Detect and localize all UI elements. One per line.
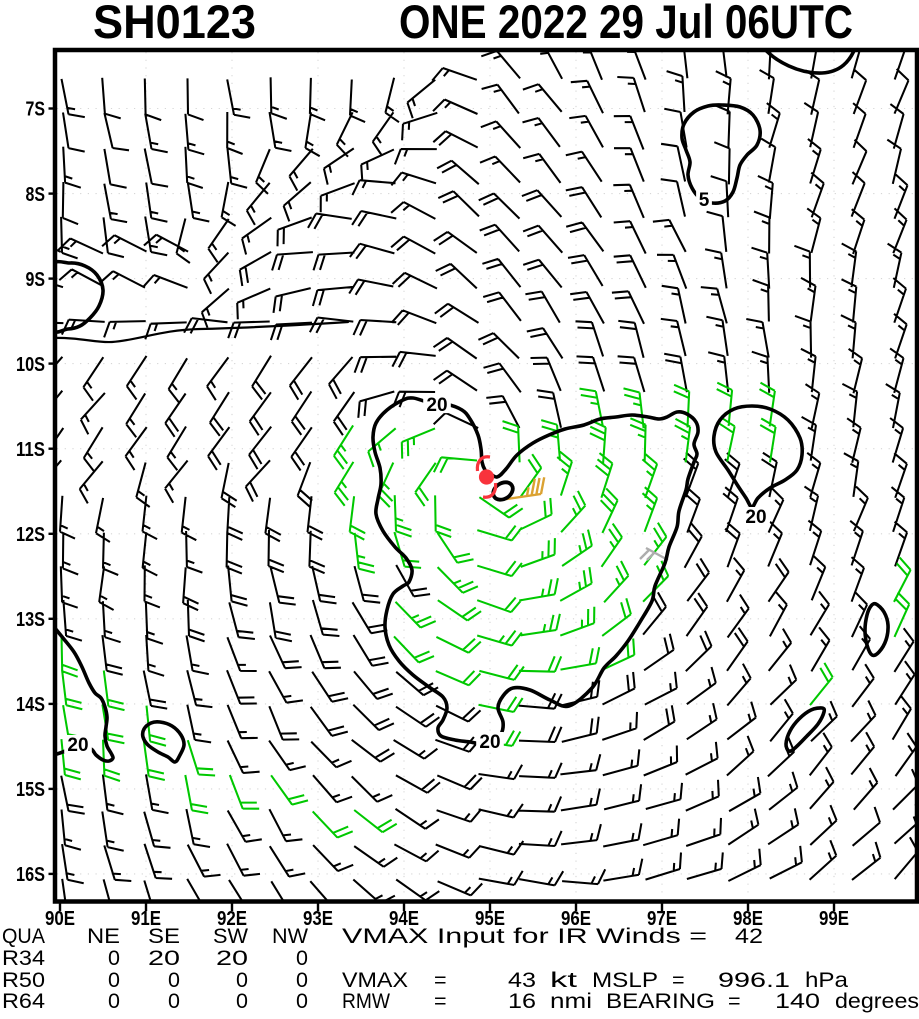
svg-text:98E: 98E xyxy=(733,908,763,930)
svg-text:VMAX Input for IR Winds =: VMAX Input for IR Winds = xyxy=(342,924,707,948)
svg-text:140: 140 xyxy=(775,989,820,1013)
svg-text:NE: NE xyxy=(87,924,120,948)
svg-text:20: 20 xyxy=(148,946,180,970)
svg-text:16: 16 xyxy=(508,989,536,1013)
svg-text:SW: SW xyxy=(213,924,249,948)
svg-text:16S: 16S xyxy=(16,864,45,886)
svg-text:=: = xyxy=(434,989,447,1013)
svg-text:20: 20 xyxy=(479,732,500,753)
svg-text:=: = xyxy=(434,968,447,992)
svg-text:91E: 91E xyxy=(131,908,161,930)
svg-text:90E: 90E xyxy=(45,908,75,930)
svg-text:NW: NW xyxy=(272,924,309,948)
svg-text:RMW: RMW xyxy=(342,989,391,1013)
svg-text:BEARING: BEARING xyxy=(606,989,715,1013)
svg-text:95E: 95E xyxy=(475,908,505,930)
svg-text:R50: R50 xyxy=(2,968,45,992)
svg-text:SH0123: SH0123 xyxy=(93,0,256,48)
svg-text:996.1: 996.1 xyxy=(718,968,790,992)
svg-text:97E: 97E xyxy=(647,908,677,930)
svg-text:0: 0 xyxy=(108,989,120,1013)
svg-text:13S: 13S xyxy=(16,609,45,631)
svg-text:8S: 8S xyxy=(26,184,46,206)
svg-text:96E: 96E xyxy=(561,908,591,930)
svg-text:0: 0 xyxy=(168,989,180,1013)
svg-text:QUA: QUA xyxy=(2,924,46,948)
svg-text:99E: 99E xyxy=(819,908,849,930)
svg-text:0: 0 xyxy=(108,968,120,992)
svg-text:=: = xyxy=(672,968,685,992)
svg-text:0: 0 xyxy=(108,946,120,970)
svg-text:42: 42 xyxy=(735,924,763,948)
svg-text:12S: 12S xyxy=(16,524,45,546)
svg-text:20: 20 xyxy=(426,395,447,416)
svg-text:0: 0 xyxy=(296,968,308,992)
svg-text:0: 0 xyxy=(236,989,248,1013)
svg-text:R34: R34 xyxy=(2,946,45,970)
svg-text:9S: 9S xyxy=(26,269,46,291)
svg-text:MSLP: MSLP xyxy=(592,968,658,992)
svg-text:14S: 14S xyxy=(16,694,45,716)
svg-text:15S: 15S xyxy=(16,779,45,801)
svg-text:20: 20 xyxy=(216,946,248,970)
svg-text:degrees: degrees xyxy=(835,989,919,1013)
svg-text:VMAX: VMAX xyxy=(342,968,408,992)
svg-text:20: 20 xyxy=(745,507,766,528)
svg-text:7S: 7S xyxy=(26,99,46,121)
svg-text:43: 43 xyxy=(508,968,536,992)
svg-text:ONE 2022 29 Jul 06UTC: ONE 2022 29 Jul 06UTC xyxy=(399,0,853,48)
svg-text:93E: 93E xyxy=(303,908,333,930)
svg-text:0: 0 xyxy=(296,946,308,970)
svg-text:hPa: hPa xyxy=(805,968,848,992)
svg-text:0: 0 xyxy=(236,968,248,992)
svg-text:R64: R64 xyxy=(2,989,45,1013)
svg-text:=: = xyxy=(728,989,741,1013)
svg-text:0: 0 xyxy=(168,968,180,992)
svg-text:92E: 92E xyxy=(217,908,247,930)
svg-text:5: 5 xyxy=(699,190,710,211)
svg-text:0: 0 xyxy=(296,989,308,1013)
svg-text:10S: 10S xyxy=(16,354,45,376)
svg-text:nmi: nmi xyxy=(550,989,592,1013)
svg-text:20: 20 xyxy=(67,735,88,756)
svg-text:94E: 94E xyxy=(389,908,419,930)
svg-text:SE: SE xyxy=(148,924,180,948)
svg-text:kt: kt xyxy=(550,968,577,992)
svg-text:11S: 11S xyxy=(16,439,45,461)
